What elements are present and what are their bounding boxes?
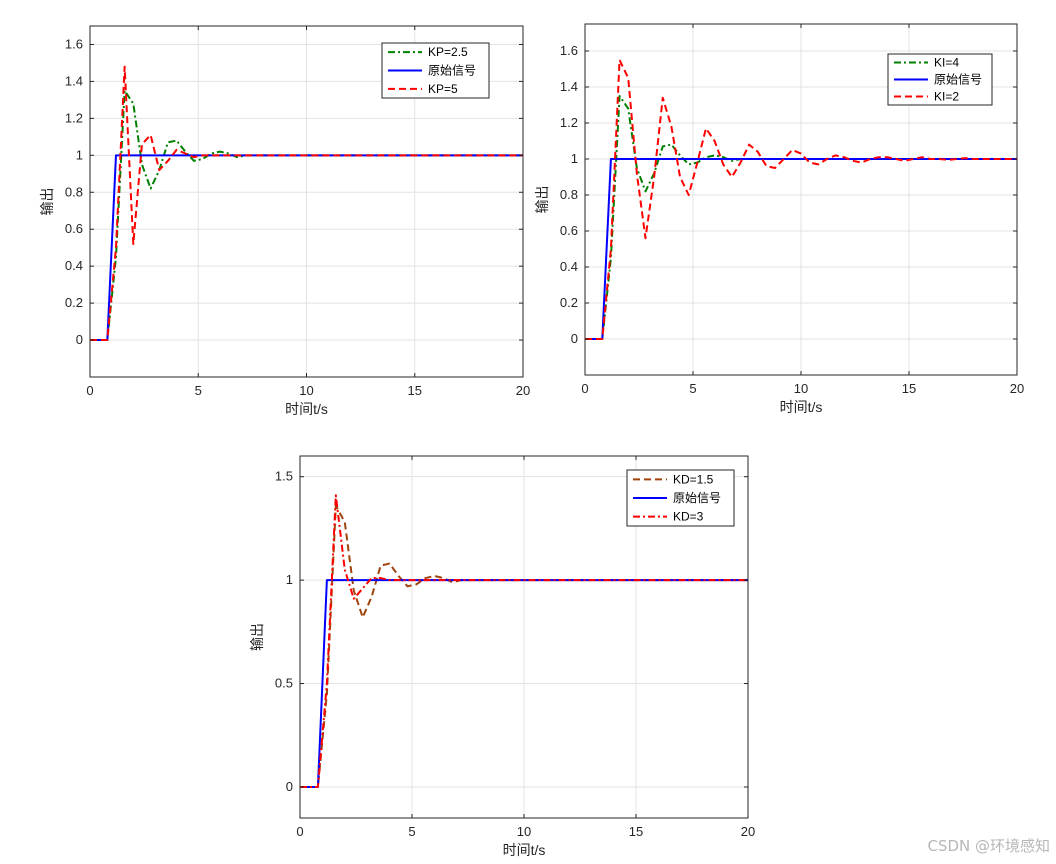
- legend: KI=4 原始信号 KI=2: [887, 53, 993, 106]
- y-tick-label: 0.6: [560, 223, 578, 238]
- chart-kp: 0 5 10 15 20 0 0.2 0.4 0.6 0.8 1 1.2 1.4 1.6 时间t/s 输出 KP…: [39, 25, 530, 417]
- y-tick-label: 0: [286, 779, 293, 794]
- series-line-1: [90, 154, 523, 342]
- y-tick-label: 0.4: [560, 259, 578, 274]
- y-tick-label: 0.5: [275, 676, 293, 691]
- x-tick-label: 10: [794, 381, 808, 396]
- y-tick-label: 0: [76, 332, 83, 347]
- y-tick-label: 0.8: [65, 184, 83, 199]
- legend-label-0: KD=1.5: [673, 472, 714, 486]
- legend-label-1: 原始信号: [934, 73, 982, 87]
- legend-label-1: 原始信号: [673, 491, 721, 505]
- y-tick-label: 0.6: [65, 221, 83, 236]
- x-tick-label: 10: [299, 383, 313, 398]
- legend: KD=1.5 原始信号 KD=3: [626, 469, 735, 527]
- y-tick-label: 0: [571, 331, 578, 346]
- y-tick-label: 1.4: [560, 79, 578, 94]
- x-axis-label: 时间t/s: [780, 399, 823, 415]
- x-tick-label: 5: [408, 824, 415, 839]
- x-tick-label: 15: [629, 824, 643, 839]
- x-tick-label: 20: [741, 824, 755, 839]
- y-tick-label: 1: [286, 572, 293, 587]
- legend-label-2: KD=3: [673, 510, 704, 524]
- x-tick-label: 0: [86, 383, 93, 398]
- series-line-0: [90, 89, 523, 342]
- y-tick-label: 1.6: [560, 43, 578, 58]
- y-tick-label: 1.4: [65, 73, 83, 88]
- y-axis-label: 输出: [534, 186, 550, 214]
- y-tick-label: 1.2: [560, 115, 578, 130]
- y-tick-label: 1: [571, 151, 578, 166]
- y-tick-label: 0.2: [65, 295, 83, 310]
- chart-ki: 0 5 10 15 20 0 0.2 0.4 0.6 0.8 1 1.2 1.4 1.6 时间t/s 输出 KI…: [534, 23, 1024, 415]
- series-line-1: [585, 158, 1017, 340]
- chart-kd: 0 5 10 15 20 0 0.5 1 1.5 时间t/s 输出 KD=1.5 原始信号 KD=3: [249, 455, 755, 858]
- y-tick-label: 1.2: [65, 110, 83, 125]
- x-tick-label: 0: [581, 381, 588, 396]
- legend: KP=2.5 原始信号 KP=5: [381, 42, 490, 99]
- y-tick-label: 0.2: [560, 295, 578, 310]
- y-tick-label: 1: [76, 147, 83, 162]
- x-tick-label: 5: [689, 381, 696, 396]
- legend-label-0: KP=2.5: [428, 45, 468, 59]
- x-tick-label: 20: [516, 383, 530, 398]
- x-axis-label: 时间t/s: [285, 401, 328, 417]
- x-tick-label: 20: [1010, 381, 1024, 396]
- series-line-1: [300, 579, 748, 788]
- y-tick-label: 0.4: [65, 258, 83, 273]
- legend-label-0: KI=4: [934, 56, 959, 70]
- x-tick-label: 15: [902, 381, 916, 396]
- x-tick-label: 10: [517, 824, 531, 839]
- y-tick-label: 0.8: [560, 187, 578, 202]
- watermark: CSDN @环境感知: [927, 837, 1050, 855]
- y-axis-label: 输出: [249, 623, 265, 651]
- series-line-2: [300, 494, 748, 788]
- y-axis-label: 输出: [39, 188, 55, 216]
- series-line-2: [585, 59, 1017, 340]
- x-axis-label: 时间t/s: [503, 842, 546, 858]
- x-tick-label: 0: [296, 824, 303, 839]
- x-tick-label: 5: [195, 383, 202, 398]
- legend-label-1: 原始信号: [428, 64, 476, 78]
- x-tick-label: 15: [408, 383, 422, 398]
- y-tick-label: 1.5: [275, 469, 293, 484]
- legend-label-2: KP=5: [428, 82, 458, 96]
- legend-label-2: KI=2: [934, 90, 959, 104]
- series-line-2: [90, 65, 523, 342]
- y-tick-label: 1.6: [65, 36, 83, 51]
